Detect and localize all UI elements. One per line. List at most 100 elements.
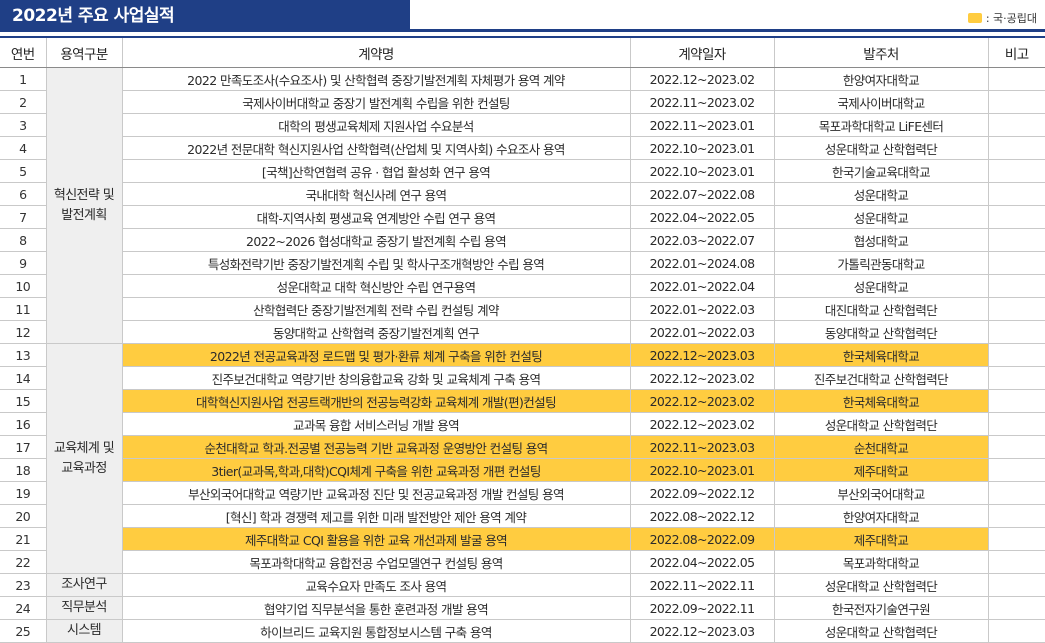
table-body: 1 혁신전략 및 발전계획 2022 만족도조사(수요조사) 및 산학협력 중장기발… bbox=[0, 67, 1045, 643]
category-cell: 시스템 bbox=[45, 619, 123, 643]
row-client: 제주대학교 bbox=[773, 527, 989, 551]
row-period: 2022.03~2022.07 bbox=[629, 228, 775, 252]
row-no: 25 bbox=[0, 619, 47, 643]
row-note bbox=[987, 389, 1045, 413]
row-note bbox=[987, 228, 1045, 252]
row-contract: 대학의 평생교육체제 지원사업 수요분석 bbox=[121, 113, 631, 137]
row-period: 2022.09~2022.11 bbox=[629, 596, 775, 620]
row-contract: 교육수요자 만족도 조사 용역 bbox=[121, 573, 631, 597]
row-period: 2022.11~2022.11 bbox=[629, 573, 775, 597]
row-period: 2022.11~2023.02 bbox=[629, 90, 775, 114]
row-contract: 2022~2026 협성대학교 중장기 발전계획 수립 용역 bbox=[121, 228, 631, 252]
table-header-row: 연번 용역구분 계약명 계약일자 발주처 비고 bbox=[0, 36, 1045, 68]
row-note bbox=[987, 205, 1045, 229]
header-category: 용역구분 bbox=[45, 36, 123, 68]
row-no: 10 bbox=[0, 274, 47, 298]
row-no: 12 bbox=[0, 320, 47, 344]
row-period: 2022.12~2023.02 bbox=[629, 67, 775, 91]
legend-label: : 국·공립대 bbox=[985, 12, 1037, 25]
row-contract: 대학혁신지원사업 전공트랙개반의 전공능력강화 교육체계 개발(편)컨설팅 bbox=[121, 389, 631, 413]
row-contract: 국내대학 혁신사례 연구 용역 bbox=[121, 182, 631, 206]
row-no: 1 bbox=[0, 67, 47, 91]
row-client: 가톨릭관동대학교 bbox=[773, 251, 989, 275]
row-contract: [혁신] 학과 경쟁력 제고를 위한 미래 발전방안 제안 용역 계약 bbox=[121, 504, 631, 528]
row-client: 한국전자기술연구원 bbox=[773, 596, 989, 620]
row-period: 2022.04~2022.05 bbox=[629, 205, 775, 229]
table-row: 9 특성화전략기반 중장기발전계획 수립 및 학사구조개혁방안 수립 용역 2022… bbox=[0, 251, 1045, 275]
row-period: 2022.01~2022.03 bbox=[629, 320, 775, 344]
row-period: 2022.08~2022.12 bbox=[629, 504, 775, 528]
table-row: 24 직무분석 협약기업 직무분석을 통한 훈련과정 개발 용역 2022.09~20… bbox=[0, 596, 1045, 620]
row-client: 협성대학교 bbox=[773, 228, 989, 252]
category-cell: 직무분석 bbox=[45, 596, 123, 620]
row-note bbox=[987, 366, 1045, 390]
row-client: 성운대학교 bbox=[773, 205, 989, 229]
table-row: 17 순천대학교 학과.전공별 전공능력 기반 교육과정 운영방안 컨설팅 용역 2… bbox=[0, 435, 1045, 459]
projects-table: 연번 용역구분 계약명 계약일자 발주처 비고 1 혁신전략 및 발전계획 2022… bbox=[0, 36, 1045, 643]
row-contract: 산학협력단 중장기발전계획 전략 수립 컨설팅 계약 bbox=[121, 297, 631, 321]
row-contract: 순천대학교 학과.전공별 전공능력 기반 교육과정 운영방안 컨설팅 용역 bbox=[121, 435, 631, 459]
row-no: 13 bbox=[0, 343, 47, 367]
row-note bbox=[987, 136, 1045, 160]
row-contract: 성운대학교 대학 혁신방안 수립 연구용역 bbox=[121, 274, 631, 298]
row-client: 성운대학교 산학협력단 bbox=[773, 412, 989, 436]
row-note bbox=[987, 573, 1045, 597]
page-title: 2022년 주요 사업실적 bbox=[0, 0, 410, 32]
row-contract: 2022 만족도조사(수요조사) 및 산학협력 중장기발전계획 자체평가 용역 … bbox=[121, 67, 631, 91]
row-no: 24 bbox=[0, 596, 47, 620]
row-note bbox=[987, 550, 1045, 574]
row-note bbox=[987, 90, 1045, 114]
row-period: 2022.01~2024.08 bbox=[629, 251, 775, 275]
row-contract: 협약기업 직무분석을 통한 훈련과정 개발 용역 bbox=[121, 596, 631, 620]
row-client: 대진대학교 산학협력단 bbox=[773, 297, 989, 321]
row-contract: 3tier(교과목,학과,대학)CQI체계 구축을 위한 교육과정 개편 컨설팅 bbox=[121, 458, 631, 482]
row-no: 21 bbox=[0, 527, 47, 551]
row-client: 제주대학교 bbox=[773, 458, 989, 482]
row-period: 2022.04~2022.05 bbox=[629, 550, 775, 574]
row-note bbox=[987, 458, 1045, 482]
row-contract: 하이브리드 교육지원 통합정보시스템 구축 용역 bbox=[121, 619, 631, 643]
table-row: 6 국내대학 혁신사례 연구 용역 2022.07~2022.08 성운대학교 bbox=[0, 182, 1045, 206]
row-no: 5 bbox=[0, 159, 47, 183]
table-row: 20 [혁신] 학과 경쟁력 제고를 위한 미래 발전방안 제안 용역 계약 202… bbox=[0, 504, 1045, 528]
row-no: 23 bbox=[0, 573, 47, 597]
table-row: 2 국제사이버대학교 중장기 발전계획 수립을 위한 컨설팅 2022.11~202… bbox=[0, 90, 1045, 114]
row-period: 2022.12~2023.02 bbox=[629, 412, 775, 436]
row-note bbox=[987, 435, 1045, 459]
row-period: 2022.10~2023.01 bbox=[629, 159, 775, 183]
row-note bbox=[987, 274, 1045, 298]
table-row: 11 산학협력단 중장기발전계획 전략 수립 컨설팅 계약 2022.01~2022… bbox=[0, 297, 1045, 321]
row-note bbox=[987, 504, 1045, 528]
table-row: 15 대학혁신지원사업 전공트랙개반의 전공능력강화 교육체계 개발(편)컨설팅 2… bbox=[0, 389, 1045, 413]
row-no: 6 bbox=[0, 182, 47, 206]
row-period: 2022.12~2023.02 bbox=[629, 389, 775, 413]
row-client: 한국체육대학교 bbox=[773, 343, 989, 367]
row-note bbox=[987, 182, 1045, 206]
row-note bbox=[987, 67, 1045, 91]
row-contract: [국책]산학연협력 공유 · 협업 활성화 연구 용역 bbox=[121, 159, 631, 183]
table-row: 4 2022년 전문대학 혁신지원사업 산학협력(산업체 및 지역사회) 수요조사… bbox=[0, 136, 1045, 160]
table-row: 7 대학-지역사회 평생교육 연계방안 수립 연구 용역 2022.04~2022.… bbox=[0, 205, 1045, 229]
row-note bbox=[987, 527, 1045, 551]
row-no: 22 bbox=[0, 550, 47, 574]
row-client: 한양여자대학교 bbox=[773, 67, 989, 91]
row-period: 2022.12~2023.02 bbox=[629, 366, 775, 390]
row-period: 2022.12~2023.03 bbox=[629, 619, 775, 643]
row-client: 한양여자대학교 bbox=[773, 504, 989, 528]
row-contract: 부산외국어대학교 역량기반 교육과정 진단 및 전공교육과정 개발 컨설팅 용역 bbox=[121, 481, 631, 505]
row-period: 2022.11~2023.03 bbox=[629, 435, 775, 459]
row-contract: 교과목 융합 서비스러닝 개발 용역 bbox=[121, 412, 631, 436]
row-no: 8 bbox=[0, 228, 47, 252]
row-contract: 2022년 전공교육과정 로드맵 및 평가·환류 체계 구축을 위한 컨설팅 bbox=[121, 343, 631, 367]
row-period: 2022.09~2022.12 bbox=[629, 481, 775, 505]
row-note bbox=[987, 412, 1045, 436]
row-client: 목포과학대학교 LiFE센터 bbox=[773, 113, 989, 137]
row-note bbox=[987, 343, 1045, 367]
row-note bbox=[987, 596, 1045, 620]
row-client: 국제사이버대학교 bbox=[773, 90, 989, 114]
row-no: 14 bbox=[0, 366, 47, 390]
table-row: 22 목포과학대학교 융합전공 수업모델연구 컨설팅 용역 2022.04~2022… bbox=[0, 550, 1045, 574]
table-row: 19 부산외국어대학교 역량기반 교육과정 진단 및 전공교육과정 개발 컨설팅 … bbox=[0, 481, 1045, 505]
category-cell: 교육체계 및 교육과정 bbox=[45, 343, 123, 574]
title-underline bbox=[0, 29, 1045, 32]
